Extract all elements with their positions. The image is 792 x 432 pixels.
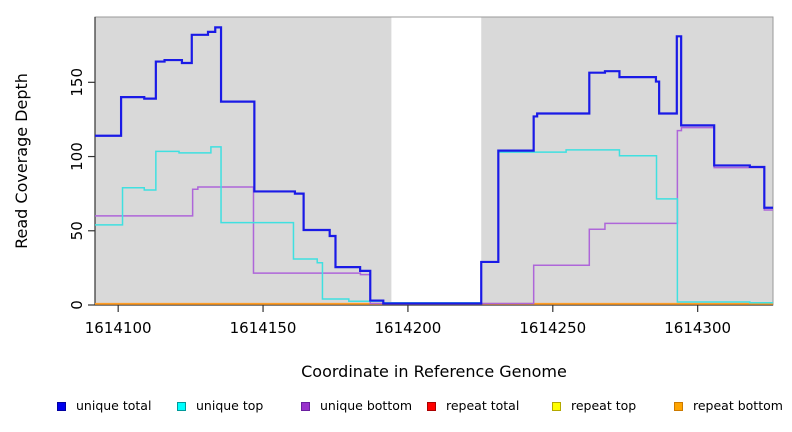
unique-bottom-swatch-icon [301, 401, 310, 411]
shaded-region [481, 17, 773, 305]
y-tick-label: 100 [68, 142, 86, 171]
legend-label: repeat top [571, 398, 637, 413]
legend-label: unique total [76, 398, 152, 413]
legend-label: repeat bottom [693, 398, 783, 413]
x-tick-label: 1614250 [519, 319, 586, 337]
series-line-unique-bottom [95, 126, 773, 305]
legend-item-unique-top: unique top [177, 397, 263, 415]
legend-label: unique top [196, 398, 264, 413]
series-line-unique-total [95, 26, 773, 305]
repeat-total-swatch-icon [427, 401, 436, 411]
repeat-top-swatch-icon [552, 401, 561, 411]
legend-item-unique-total: unique total [57, 397, 151, 415]
y-tick-label: 150 [68, 68, 86, 97]
legend-item-repeat-bottom: repeat bottom [674, 397, 783, 415]
series-line-unique-top [95, 146, 773, 304]
y-tick-label: 0 [68, 300, 86, 310]
legend-label: unique bottom [320, 398, 413, 413]
y-tick-label: 50 [68, 221, 86, 240]
legend-item-repeat-top: repeat top [552, 397, 636, 415]
shaded-region [95, 17, 392, 305]
chart-legend: unique total unique top unique bottom re… [0, 397, 792, 421]
x-tick-label: 1614100 [85, 319, 152, 337]
legend-label: repeat total [446, 398, 520, 413]
repeat-bottom-swatch-icon [674, 401, 683, 411]
x-axis-title: Coordinate in Reference Genome [301, 362, 567, 381]
x-tick-label: 1614150 [230, 319, 297, 337]
legend-item-repeat-total: repeat total [427, 397, 519, 415]
unique-total-swatch-icon [57, 401, 66, 411]
y-axis-title: Read Coverage Depth [12, 73, 31, 249]
x-tick-label: 1614300 [664, 319, 731, 337]
coverage-chart: 1614100 1614150 1614200 1614250 1614300 0 50 10… [12, 16, 774, 381]
unique-top-swatch-icon [177, 401, 186, 411]
x-tick-label: 1614200 [375, 319, 442, 337]
legend-item-unique-bottom: unique bottom [301, 397, 412, 415]
